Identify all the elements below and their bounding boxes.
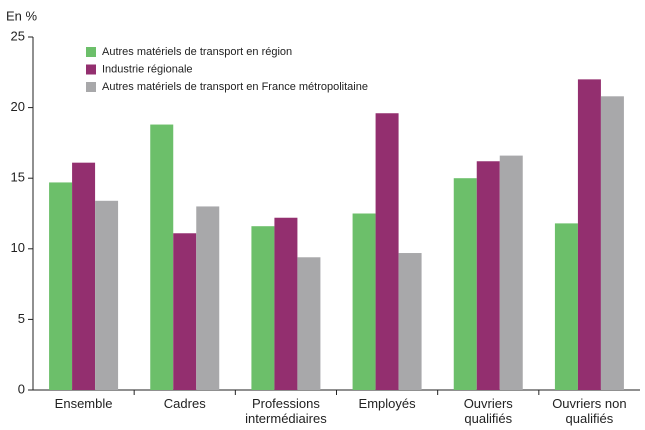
bar [352,213,376,390]
bar [375,113,399,391]
bar [274,217,298,390]
bar [297,257,321,390]
bar [95,200,119,390]
y-tick-label: 20 [11,99,25,114]
legend-swatch [86,82,96,92]
x-tick-label: Ouvriers non qualifiés [552,396,627,426]
bar [600,96,624,390]
y-axis-label: En % [6,8,38,23]
bar [196,206,220,390]
bar [173,233,197,390]
y-tick-label: 25 [11,28,25,43]
y-tick-label: 0 [18,381,25,396]
legend-swatch [86,64,96,75]
y-tick-label: 10 [11,240,25,255]
bar [49,182,73,390]
bar [554,223,578,390]
legend-label: Industrie régionale [102,63,193,75]
y-tick-label: 5 [18,311,25,326]
x-tick-label: Ouvriers qualifiés [463,396,513,426]
bar [251,226,275,390]
bar [150,124,174,390]
x-tick-label: Employés [358,396,416,411]
bar [577,79,601,391]
legend-swatch [86,47,96,57]
x-tick-label: Ensemble [54,396,113,411]
legend-label: Autres matériels de transport en France … [102,81,368,93]
legend-label: Autres matériels de transport en région [102,46,292,58]
bar [453,178,477,390]
x-tick-label: Cadres [163,396,206,411]
y-tick-label: 15 [11,170,25,185]
bar [476,161,500,390]
bar [72,162,96,390]
x-tick-label: Professions intermédiaires [245,396,327,426]
bar [398,253,422,390]
bar [499,155,523,390]
